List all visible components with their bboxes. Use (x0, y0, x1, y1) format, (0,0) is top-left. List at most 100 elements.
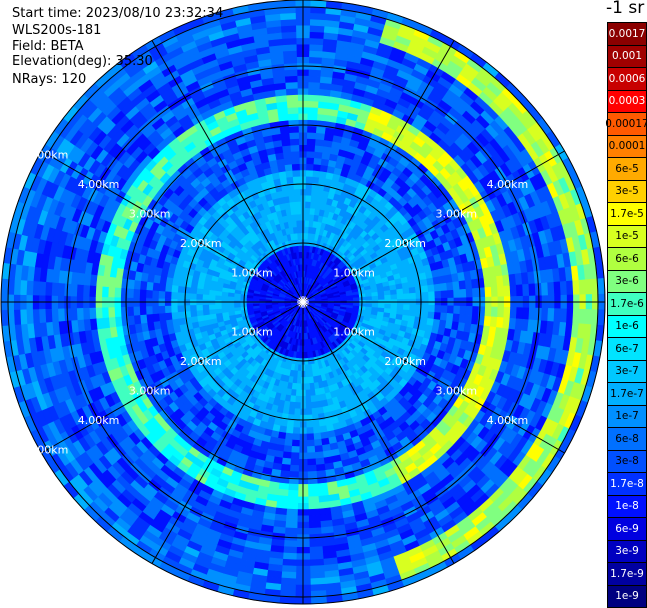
beta-cell (202, 294, 209, 299)
beta-cell (305, 214, 310, 221)
beta-cell (516, 308, 523, 320)
beta-cell (306, 189, 312, 196)
beta-cell (307, 453, 315, 460)
beta-cell (300, 264, 302, 270)
beta-cell (313, 170, 320, 177)
beta-cell (146, 306, 153, 314)
beta-cell (308, 509, 319, 516)
beta-cell (287, 414, 294, 421)
beta-cell (45, 282, 52, 296)
beta-cell (560, 309, 567, 323)
beta-cell (313, 433, 321, 440)
beta-cell (372, 296, 378, 300)
beta-cell (58, 283, 65, 296)
beta-cell (434, 312, 441, 320)
beta-cell (299, 245, 302, 251)
beta-cell (304, 358, 307, 364)
beta-cell (422, 292, 429, 299)
beta-cell (447, 306, 454, 314)
beta-cell (315, 139, 324, 146)
beta-cell (295, 201, 300, 208)
beta-cell (287, 183, 294, 190)
beta-cell (311, 402, 317, 409)
beta-cell (83, 285, 90, 297)
beta-cell (246, 303, 252, 306)
beta-cell (184, 311, 191, 318)
beta-cell (295, 396, 300, 403)
beta-cell (302, 283, 303, 289)
beta-cell (301, 271, 303, 277)
beta-cell (309, 82, 321, 89)
beta-cell (415, 311, 422, 318)
beta-cell (139, 289, 146, 298)
beta-cell (308, 503, 319, 510)
beta-cell (178, 311, 185, 318)
beta-cell (178, 286, 185, 293)
beta-cell (310, 553, 324, 560)
beta-cell (301, 277, 302, 283)
beta-cell (295, 402, 301, 409)
beta-cell (310, 38, 324, 45)
beta-cell (287, 101, 298, 108)
beta-cell (209, 295, 216, 300)
beta-cell (428, 305, 435, 312)
beta-cell (171, 292, 178, 299)
beta-cell (146, 281, 153, 290)
beta-cell (410, 305, 417, 311)
beta-cell (548, 282, 555, 295)
beta-cell (472, 288, 479, 297)
beta-cell (296, 208, 301, 215)
beta-cell (290, 132, 299, 139)
beta-cell (285, 69, 297, 76)
beta-cell (504, 307, 511, 318)
beta-cell (51, 308, 58, 321)
beta-cell (510, 307, 517, 318)
beta-cell (309, 528, 321, 535)
beta-cell (446, 313, 453, 321)
beta-cell (289, 471, 298, 478)
beta-cell (416, 305, 423, 311)
beta-cell (311, 408, 317, 415)
beta-cell (58, 308, 65, 321)
beta-cell (292, 164, 299, 171)
beta-cell (441, 291, 448, 299)
beta-cell (139, 306, 146, 315)
beta-cell (294, 183, 300, 190)
beta-cell (384, 291, 391, 296)
beta-cell (310, 559, 324, 566)
beta-cell (307, 145, 315, 152)
beta-cell (286, 427, 293, 434)
beta-cell (466, 289, 473, 298)
beta-cell (287, 496, 298, 503)
beta-cell (541, 308, 548, 321)
beta-cell (307, 440, 315, 447)
beta-cell (491, 287, 498, 297)
beta-cell (306, 409, 312, 416)
beta-cell (415, 286, 422, 293)
beta-cell (285, 433, 293, 440)
beta-cell (453, 281, 460, 290)
beta-cell (152, 282, 159, 290)
beta-cell (287, 94, 298, 101)
beta-cell (310, 44, 324, 51)
beta-cell (285, 164, 293, 171)
beta-cell (466, 306, 473, 315)
beta-cell (298, 239, 301, 245)
beta-cell (290, 459, 299, 466)
beta-cell (159, 283, 166, 291)
beta-cell (282, 452, 291, 459)
beta-cell (390, 290, 397, 295)
beta-cell (70, 308, 77, 320)
beta-cell (282, 139, 291, 146)
beta-cell (95, 307, 102, 318)
beta-cell (215, 308, 222, 313)
beta-cell (435, 305, 442, 312)
beta-cell (184, 293, 191, 299)
beta-cell (454, 306, 461, 314)
beta-cell (309, 383, 314, 390)
beta-cell (306, 402, 312, 409)
beta-cell (285, 528, 297, 535)
beta-cell (287, 177, 294, 184)
beta-cell (308, 490, 318, 497)
